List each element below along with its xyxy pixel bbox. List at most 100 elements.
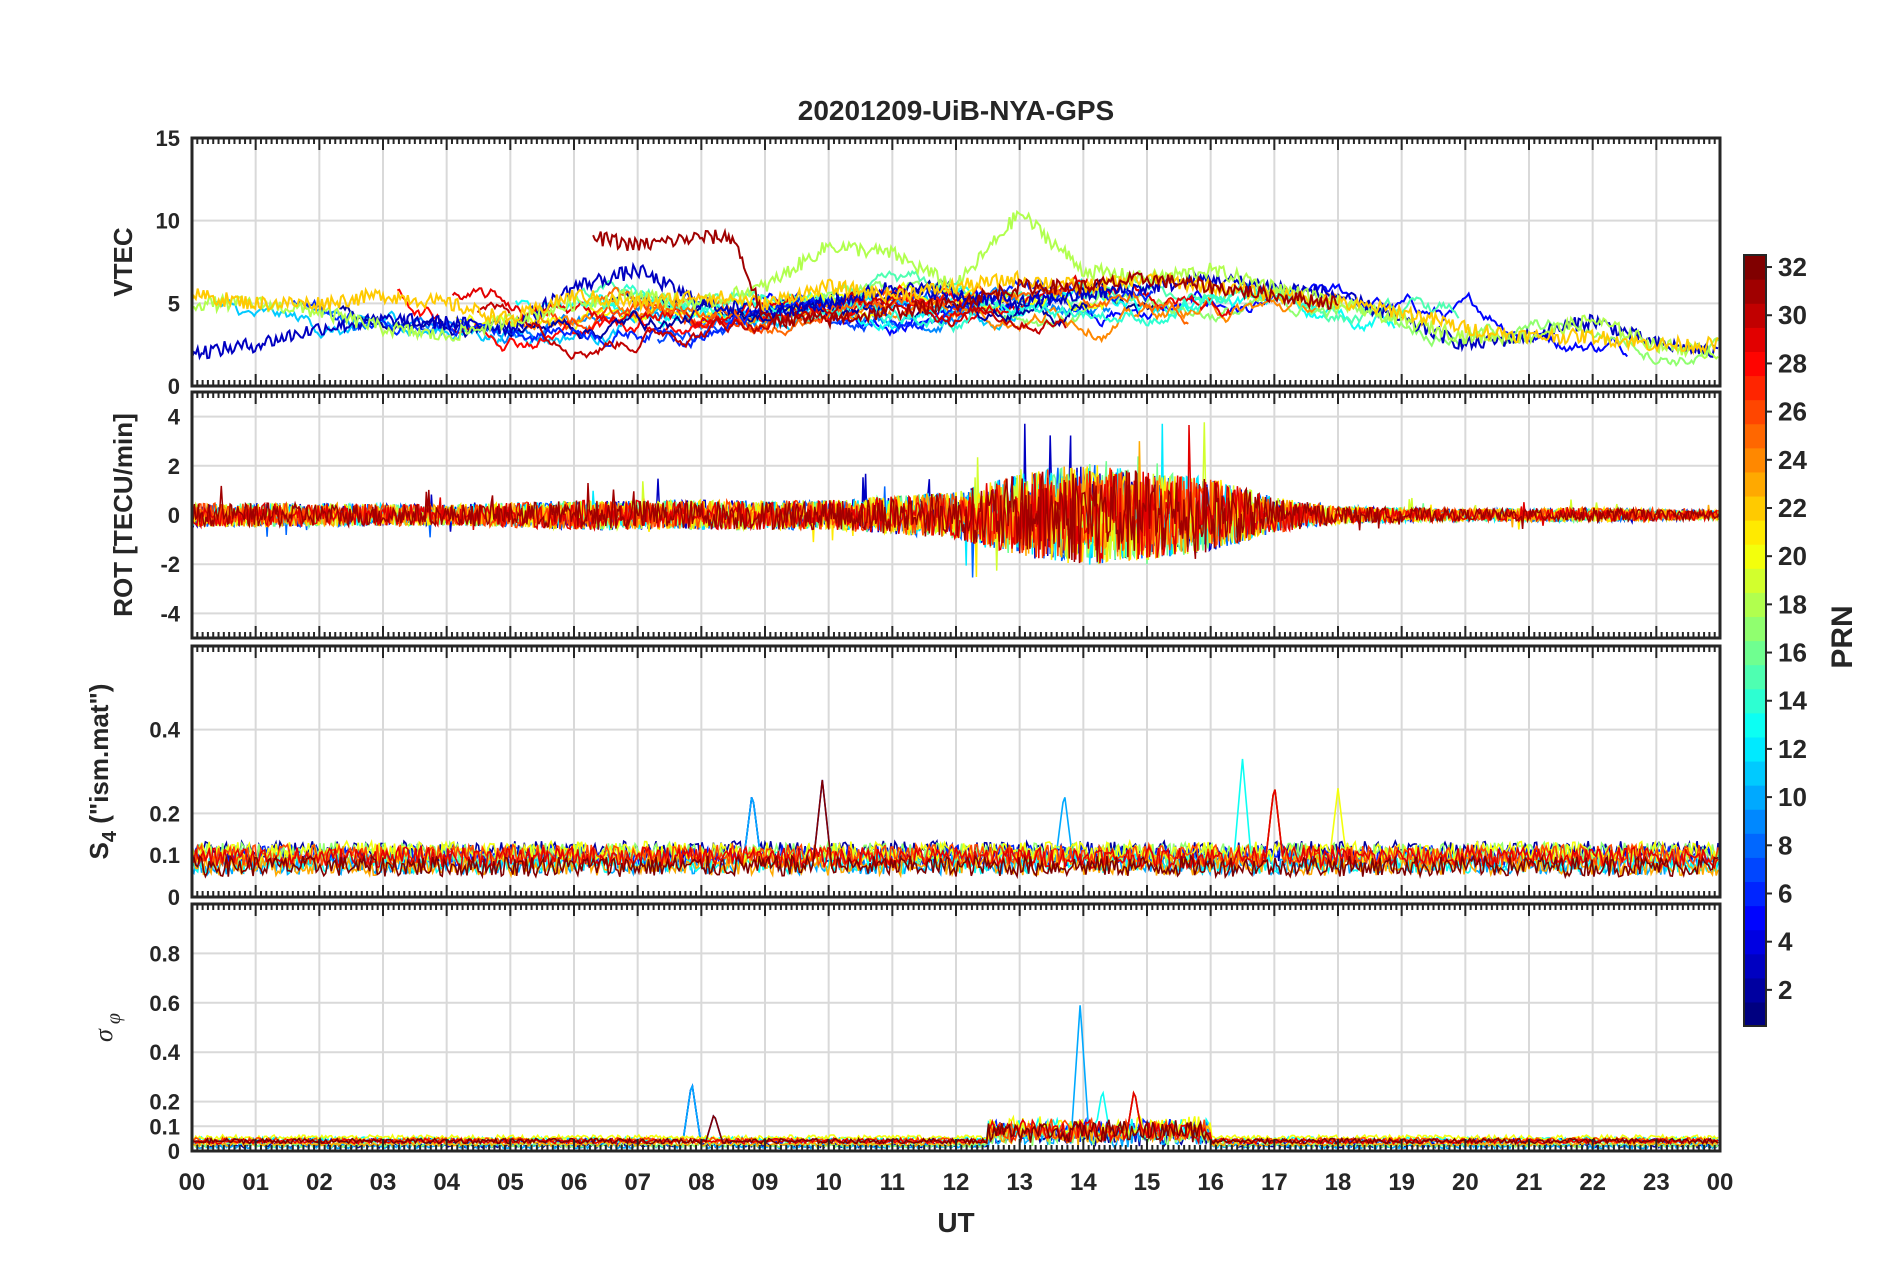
colorbar-band (1744, 303, 1766, 328)
rot-line-prn-29 (191, 424, 1721, 564)
x-tick-label: 08 (688, 1169, 715, 1196)
colorbar-band (1744, 809, 1766, 834)
x-tick-label: 11 (880, 1169, 905, 1196)
y-tick-label: 5 (168, 291, 180, 316)
panel-frame (190, 902, 1722, 1153)
colorbar-band (1744, 471, 1766, 497)
x-tick-label: 23 (1643, 1169, 1670, 1196)
series-group (191, 422, 1721, 578)
y-tick-label: -4 (160, 601, 180, 626)
colorbar-tick-label: 24 (1778, 445, 1807, 475)
vtec-line-prn-30 (476, 288, 1067, 361)
colorbar-band (1744, 833, 1766, 858)
panel-vtec: 0 5 10 15 VTEC (108, 126, 1722, 399)
y-tick-label: 0 (168, 885, 180, 910)
colorbar-band (1744, 977, 1766, 1003)
vtec-series-prn-22 (191, 269, 1719, 356)
y-tick-label: 0 (168, 1139, 180, 1164)
colorbar-band (1744, 279, 1766, 304)
colorbar-band (1744, 881, 1766, 907)
colorbar-tick-label: 18 (1778, 589, 1807, 619)
colorbar-band (1744, 688, 1766, 714)
x-axis-label: UT (937, 1207, 974, 1238)
x-tick-label: 07 (624, 1169, 651, 1196)
colorbar-band (1744, 520, 1766, 545)
panel-sigma_phi: 00.10.2 0.4 0.6 0.8 σ φ (89, 902, 1722, 1164)
colorbar-band (1744, 568, 1766, 593)
panel-frame (190, 390, 1722, 640)
colorbar-band (1744, 544, 1766, 569)
y-tick-label: 10 (156, 209, 180, 234)
x-tick-label: 05 (497, 1169, 524, 1196)
colorbar-band (1744, 616, 1766, 642)
colorbar-tick-label: 22 (1778, 493, 1807, 523)
colorbar-band (1744, 785, 1766, 810)
y-tick-label: 0.1 (149, 843, 180, 868)
colorbar-band (1744, 760, 1766, 786)
colorbar-band (1744, 375, 1766, 401)
colorbar-tick-label: 8 (1778, 830, 1792, 860)
x-tick-label: 21 (1516, 1169, 1543, 1196)
colorbar-band (1744, 1001, 1766, 1027)
chart-title: 20201209-UiB-NYA-GPS (798, 95, 1114, 126)
x-tick-labels: 00 01 02 03 04 05 06 07 08 09 10 11 12 13 14 15 16 17 18 19… (179, 1169, 1734, 1196)
y-tick-label: 0.1 (149, 1114, 180, 1139)
y-tick-label: 0 (168, 503, 180, 528)
colorbar-tick-label: 10 (1778, 782, 1807, 812)
panel-frame (190, 644, 1722, 899)
x-tick-label: 02 (306, 1169, 333, 1196)
colorbar-tick-label: 2 (1778, 975, 1792, 1005)
vtec-series-prn-31 (592, 227, 1339, 331)
y-tick-label: 0.6 (149, 991, 180, 1016)
rot-line-prn-31 (191, 470, 1721, 564)
colorbar-tick-label: 12 (1778, 734, 1807, 764)
series-group (191, 209, 1720, 367)
x-tick-label: 04 (433, 1169, 460, 1196)
colorbar-band (1744, 736, 1766, 762)
colorbar-tick-label: 28 (1778, 348, 1807, 378)
y-axis-label-sigma-phi: σ φ (89, 1013, 125, 1042)
x-tick-label: 17 (1261, 1169, 1288, 1196)
colorbar-tick-label: 14 (1778, 686, 1807, 716)
panel-s4: 0 0.1 0.2 0.4 S4 ("ism.mat") (84, 644, 1722, 910)
vtec-line-prn-6 (292, 279, 1154, 350)
y-axis-label-rot: ROT [TECU/min] (108, 413, 138, 617)
colorbar-band (1744, 664, 1766, 690)
series-group (191, 758, 1719, 880)
x-tick-label: 18 (1325, 1169, 1352, 1196)
x-tick-label: 13 (1006, 1169, 1033, 1196)
colorbar-band (1744, 423, 1766, 449)
colorbar-band (1744, 953, 1766, 979)
s4-line-prn-32 (191, 779, 1719, 880)
y-tick-label: 15 (156, 126, 180, 151)
colorbar-band (1744, 447, 1766, 473)
x-tick-label: 12 (943, 1169, 970, 1196)
y-axis-label-s4: S4 ("ism.mat") (84, 684, 121, 860)
colorbar-tick-label: 30 (1778, 300, 1807, 330)
colorbar-tick-label: 26 (1778, 397, 1807, 427)
colorbar-tick-label: 16 (1778, 638, 1807, 668)
colorbar-tick-label: 20 (1778, 541, 1807, 571)
y-axis-label-vtec: VTEC (108, 227, 138, 297)
colorbar-band (1744, 592, 1766, 618)
colorbar-label: PRN (1826, 605, 1859, 668)
colorbar-band (1744, 327, 1766, 352)
x-tick-label: 03 (370, 1169, 397, 1196)
x-tick-label: 00 (179, 1169, 206, 1196)
panel-frame (190, 136, 1722, 388)
x-tick-label: 22 (1579, 1169, 1606, 1196)
y-tick-label: 0.2 (149, 801, 180, 826)
colorbar-band (1744, 399, 1766, 425)
x-tick-label: 10 (815, 1169, 842, 1196)
colorbar-band (1744, 929, 1766, 955)
y-tick-label: 2 (168, 454, 180, 479)
colorbar-band (1744, 495, 1766, 521)
y-tick-label: 0.4 (149, 718, 180, 743)
x-tick-label: 20 (1452, 1169, 1479, 1196)
y-tick-label: -2 (160, 552, 180, 577)
x-tick-label: 01 (242, 1169, 269, 1196)
colorbar-band (1744, 857, 1766, 883)
x-tick-label: 06 (561, 1169, 588, 1196)
colorbar-tick-label: 6 (1778, 878, 1792, 908)
